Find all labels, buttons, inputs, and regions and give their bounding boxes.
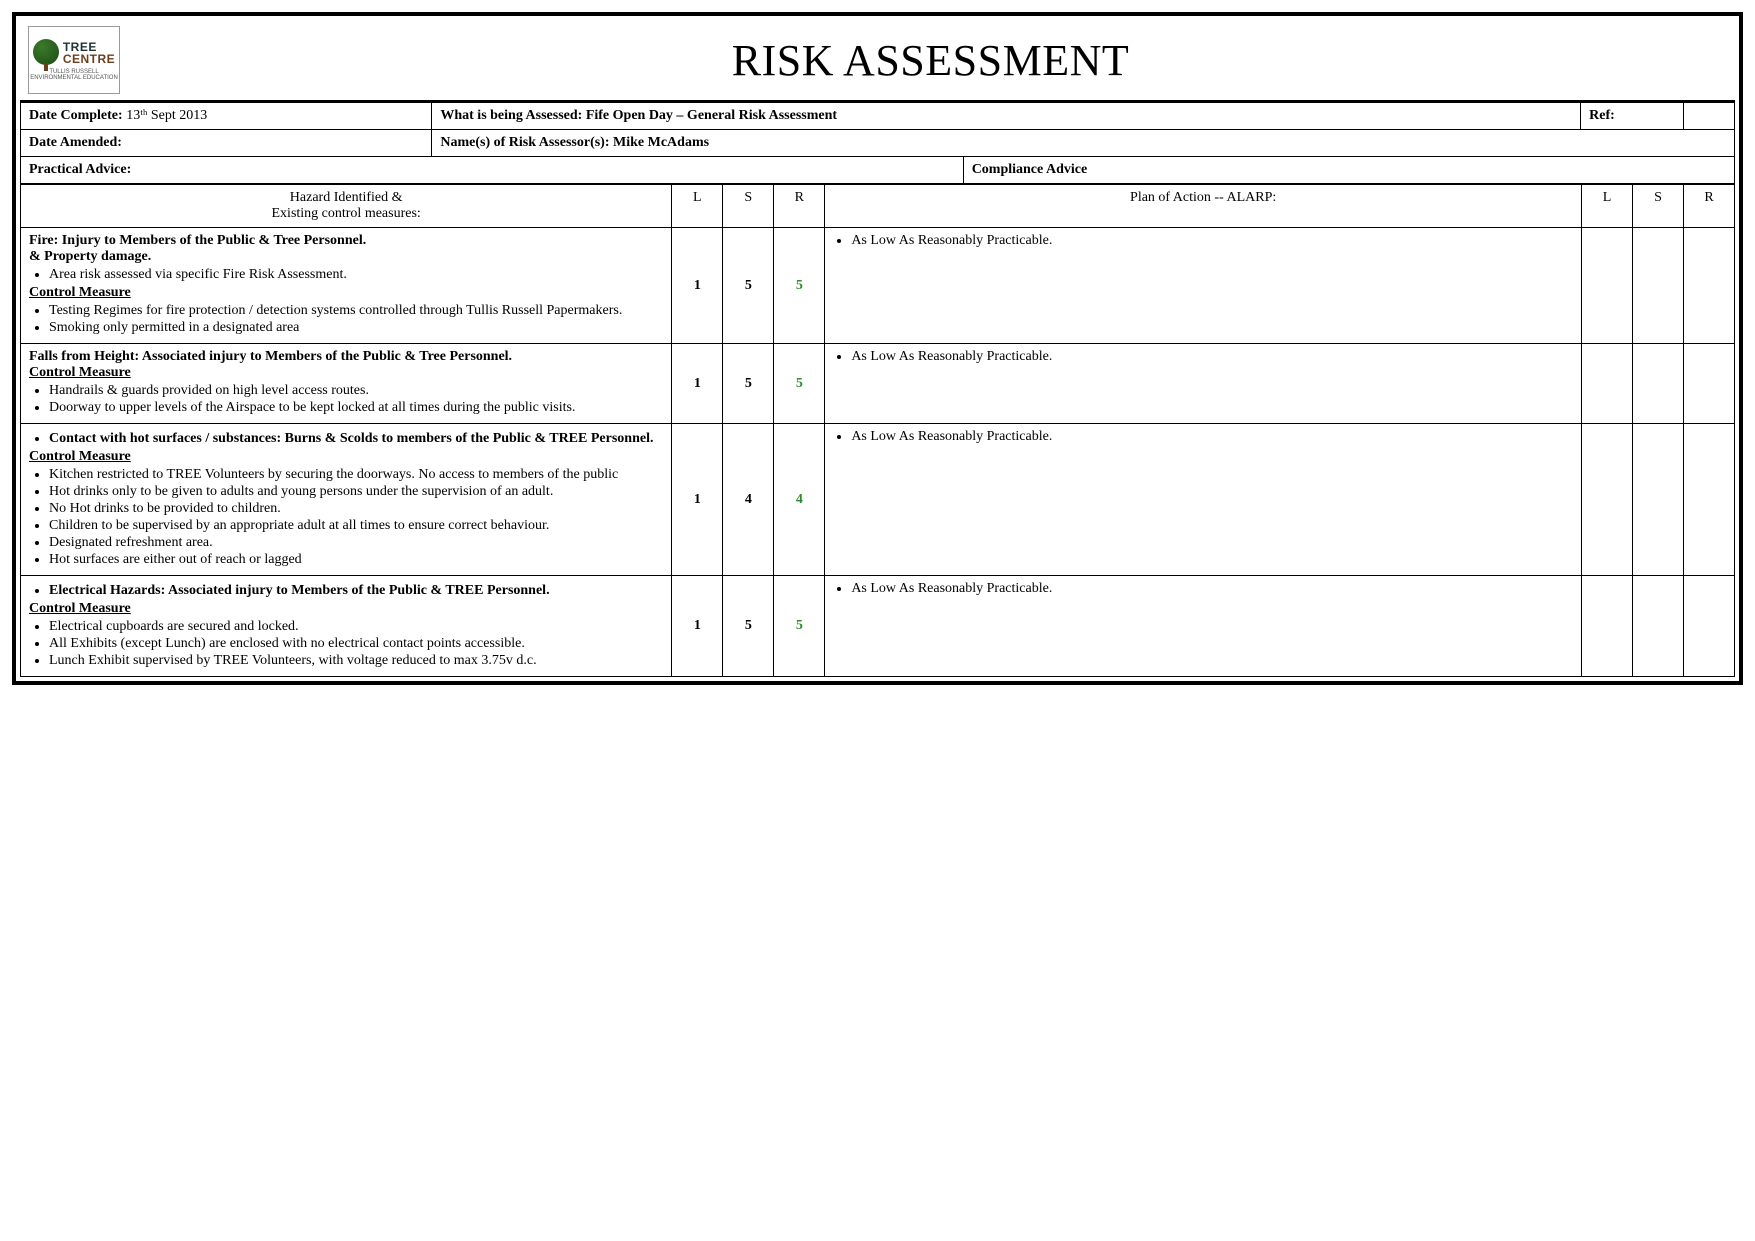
header-row: TREE CENTRE TULLIS RUSSELL ENVIRONMENTAL…: [20, 20, 1735, 102]
col-R2: R: [1684, 185, 1735, 228]
practical-advice-label: Practical Advice:: [29, 162, 131, 177]
logo-line2: CENTRE: [63, 52, 115, 66]
meta-table: Date Complete: 13ᵗʰ Sept 2013 What is be…: [20, 102, 1735, 184]
score-cell: [1582, 228, 1633, 344]
hazard-cell: Falls from Height: Associated injury to …: [21, 344, 672, 424]
plan-cell: As Low As Reasonably Practicable.: [825, 228, 1582, 344]
score-cell: 5: [723, 228, 774, 344]
plan-cell: As Low As Reasonably Practicable.: [825, 576, 1582, 677]
col-hazard-label: Hazard Identified & Existing control mea…: [272, 190, 421, 221]
assessor-cell: Name(s) of Risk Assessor(s): Mike McAdam…: [432, 130, 1735, 157]
page-title: RISK ASSESSMENT: [134, 35, 1727, 86]
score-cell: [1684, 576, 1735, 677]
score-cell: [1633, 228, 1684, 344]
score-cell: [1684, 344, 1735, 424]
score-cell: [1633, 424, 1684, 576]
compliance-advice-label: Compliance Advice: [972, 162, 1088, 177]
score-cell: [1633, 576, 1684, 677]
score-cell: 1: [672, 344, 723, 424]
score-cell: 5: [774, 344, 825, 424]
score-cell: 5: [774, 228, 825, 344]
assessor-label: Name(s) of Risk Assessor(s):: [440, 135, 609, 150]
score-cell: 4: [723, 424, 774, 576]
hazard-cell: Electrical Hazards: Associated injury to…: [21, 576, 672, 677]
col-S2: S: [1633, 185, 1684, 228]
ref-cell: Ref:: [1581, 103, 1684, 130]
date-complete-label: Date Complete:: [29, 108, 123, 123]
logo-sub: TULLIS RUSSELL ENVIRONMENTAL EDUCATION: [29, 69, 119, 81]
risk-table: Hazard Identified & Existing control mea…: [20, 184, 1735, 677]
date-amended-cell: Date Amended:: [21, 130, 432, 157]
meta-empty-cell: [1684, 103, 1735, 130]
risk-row: Electrical Hazards: Associated injury to…: [21, 576, 1735, 677]
tree-centre-logo: TREE CENTRE TULLIS RUSSELL ENVIRONMENTAL…: [28, 26, 120, 94]
plan-cell: As Low As Reasonably Practicable.: [825, 424, 1582, 576]
score-cell: [1633, 344, 1684, 424]
score-cell: 4: [774, 424, 825, 576]
risk-row: Contact with hot surfaces / substances: …: [21, 424, 1735, 576]
date-complete-cell: Date Complete: 13ᵗʰ Sept 2013: [21, 103, 432, 130]
risk-row: Falls from Height: Associated injury to …: [21, 344, 1735, 424]
assessed-value: Fife Open Day – General Risk Assessment: [586, 108, 837, 123]
col-plan: Plan of Action -- ALARP:: [825, 185, 1582, 228]
score-cell: [1582, 424, 1633, 576]
plan-cell: As Low As Reasonably Practicable.: [825, 344, 1582, 424]
score-cell: 5: [774, 576, 825, 677]
hazard-cell: Contact with hot surfaces / substances: …: [21, 424, 672, 576]
col-R: R: [774, 185, 825, 228]
score-cell: 1: [672, 424, 723, 576]
score-cell: [1684, 228, 1735, 344]
assessor-value: Mike McAdams: [613, 135, 709, 150]
col-S: S: [723, 185, 774, 228]
score-cell: 1: [672, 228, 723, 344]
document-frame: TREE CENTRE TULLIS RUSSELL ENVIRONMENTAL…: [12, 12, 1743, 685]
col-L: L: [672, 185, 723, 228]
col-L2: L: [1582, 185, 1633, 228]
hazard-cell: Fire: Injury to Members of the Public & …: [21, 228, 672, 344]
score-cell: [1582, 344, 1633, 424]
col-hazard: Hazard Identified & Existing control mea…: [21, 185, 672, 228]
tree-icon: [33, 39, 59, 65]
compliance-advice-cell: Compliance Advice: [963, 157, 1734, 184]
score-cell: 5: [723, 576, 774, 677]
date-amended-label: Date Amended:: [29, 135, 122, 150]
column-header-row: Hazard Identified & Existing control mea…: [21, 185, 1735, 228]
score-cell: [1684, 424, 1735, 576]
practical-advice-cell: Practical Advice:: [21, 157, 964, 184]
assessed-label: What is being Assessed:: [440, 108, 582, 123]
date-complete-value: 13ᵗʰ Sept 2013: [126, 108, 207, 123]
assessed-cell: What is being Assessed: Fife Open Day – …: [432, 103, 1581, 130]
risk-row: Fire: Injury to Members of the Public & …: [21, 228, 1735, 344]
score-cell: [1582, 576, 1633, 677]
ref-label: Ref:: [1589, 108, 1615, 123]
score-cell: 1: [672, 576, 723, 677]
score-cell: 5: [723, 344, 774, 424]
